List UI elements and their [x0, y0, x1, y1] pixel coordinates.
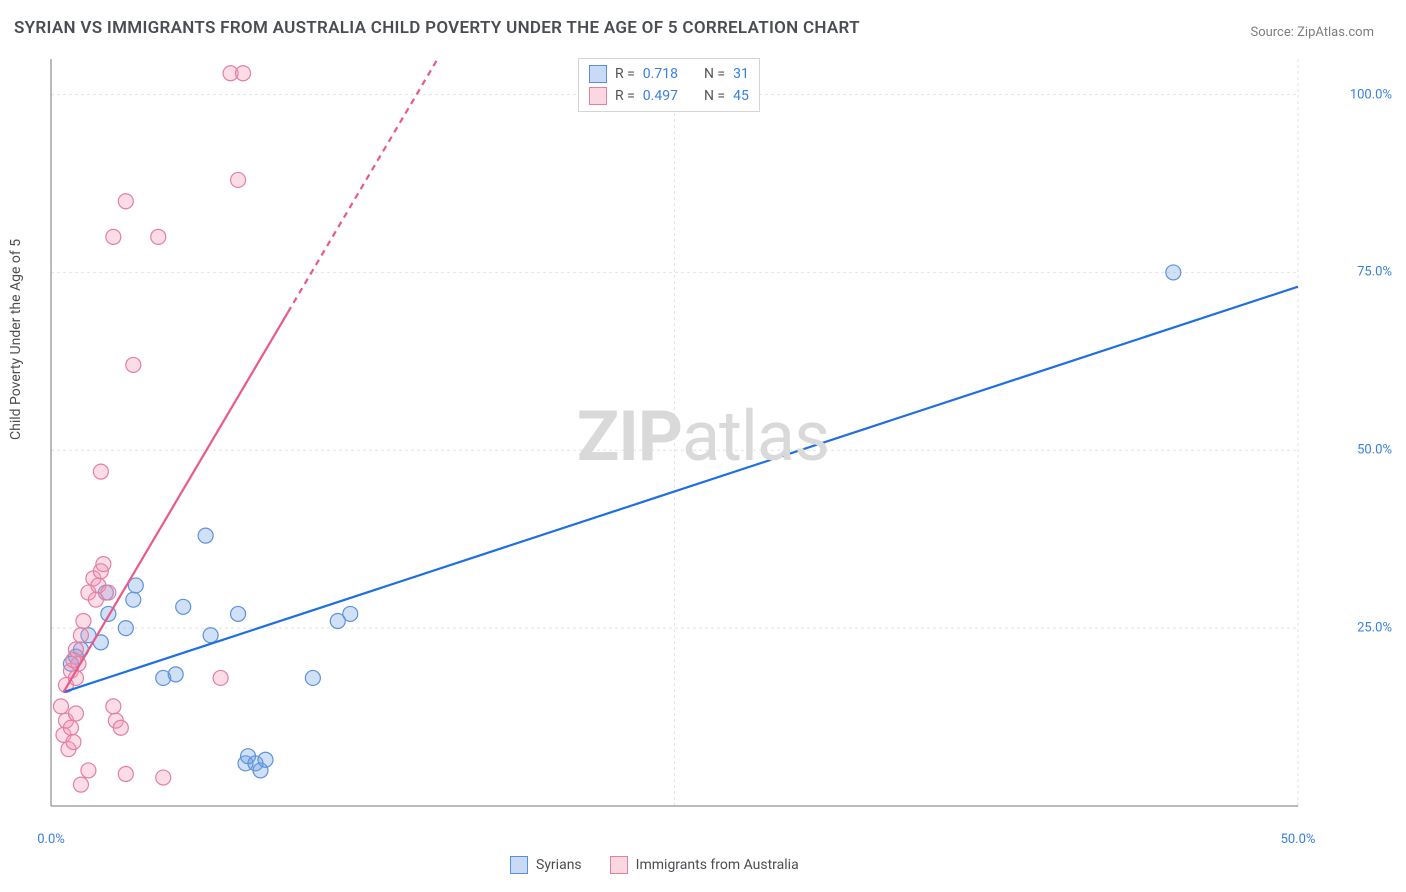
n-value-syrians: 31: [733, 66, 749, 82]
y-axis-label: Child Poverty Under the Age of 5: [8, 239, 24, 440]
legend-row-syrians: R = 0.718 N = 31: [589, 63, 749, 85]
y-tick: 100.0%: [1350, 87, 1392, 102]
chart-title: SYRIAN VS IMMIGRANTS FROM AUSTRALIA CHIL…: [14, 18, 860, 38]
r-value-australia: 0.497: [643, 88, 678, 104]
r-label: R =: [615, 88, 635, 104]
r-value-syrians: 0.718: [643, 66, 678, 82]
swatch-australia-bottom: [610, 856, 628, 874]
correlation-legend: R = 0.718 N = 31 R = 0.497 N = 45: [578, 58, 760, 112]
legend-label-australia: Immigrants from Australia: [636, 857, 799, 873]
source-attribution: Source: ZipAtlas.com: [1250, 25, 1374, 40]
source-name: ZipAtlas.com: [1297, 25, 1374, 40]
swatch-syrians-bottom: [510, 856, 528, 874]
source-prefix: Source:: [1250, 25, 1297, 40]
n-label: N =: [704, 88, 725, 104]
y-tick: 50.0%: [1357, 443, 1392, 458]
n-value-australia: 45: [733, 88, 749, 104]
y-tick: 25.0%: [1357, 621, 1392, 636]
x-tick: 50.0%: [1281, 832, 1316, 847]
swatch-australia: [589, 87, 607, 105]
series-legend: Syrians Immigrants from Australia: [510, 856, 799, 874]
chart-container: SYRIAN VS IMMIGRANTS FROM AUSTRALIA CHIL…: [0, 0, 1406, 892]
legend-item-australia: Immigrants from Australia: [610, 856, 799, 874]
legend-row-australia: R = 0.497 N = 45: [589, 85, 749, 107]
legend-label-syrians: Syrians: [536, 857, 582, 873]
scatter-plot: [48, 56, 1358, 826]
r-label: R =: [615, 66, 635, 82]
n-label: N =: [704, 66, 725, 82]
x-tick: 0.0%: [37, 832, 65, 847]
y-tick: 75.0%: [1357, 265, 1392, 280]
swatch-syrians: [589, 65, 607, 83]
legend-item-syrians: Syrians: [510, 856, 582, 874]
